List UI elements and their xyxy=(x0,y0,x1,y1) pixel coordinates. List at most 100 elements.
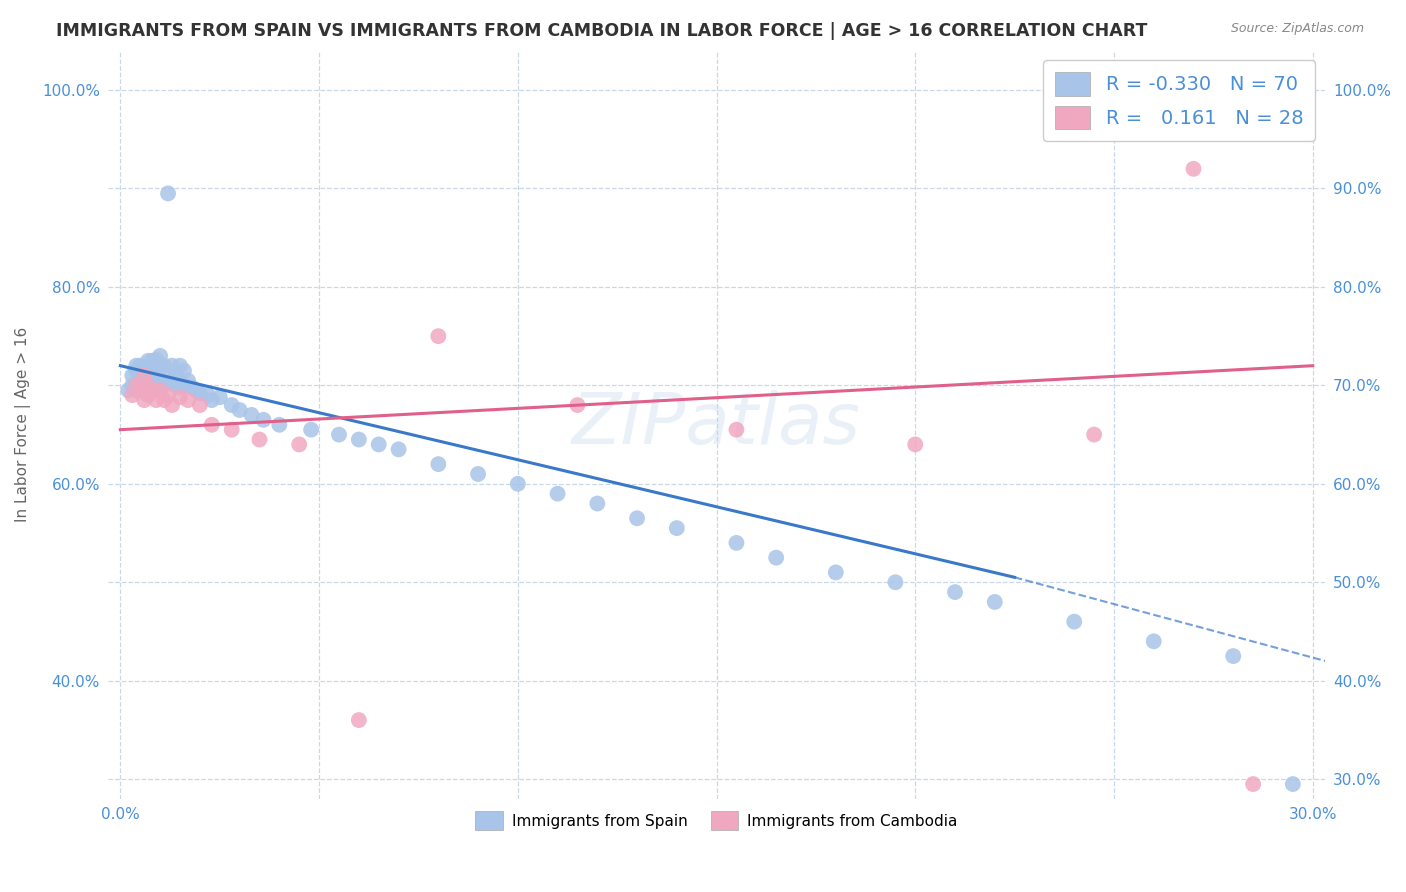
Point xyxy=(136,353,159,368)
Point xyxy=(149,374,172,388)
Point xyxy=(240,408,263,422)
Point xyxy=(567,398,589,412)
Point xyxy=(173,378,195,392)
Point xyxy=(347,713,370,727)
Point xyxy=(125,359,148,373)
Point xyxy=(328,427,350,442)
Point xyxy=(153,393,176,408)
Point xyxy=(197,388,219,402)
Point xyxy=(626,511,648,525)
Point xyxy=(1222,649,1244,664)
Point xyxy=(288,437,311,451)
Point xyxy=(228,403,250,417)
Point xyxy=(160,374,183,388)
Point xyxy=(134,360,156,375)
Point xyxy=(125,363,148,377)
Point xyxy=(387,442,409,457)
Point xyxy=(173,363,195,377)
Point xyxy=(145,363,167,377)
Point xyxy=(1182,161,1205,176)
Point xyxy=(1241,777,1264,791)
Point xyxy=(249,433,271,447)
Point xyxy=(586,496,609,510)
Point xyxy=(467,467,489,481)
Point xyxy=(347,433,370,447)
Point xyxy=(201,393,224,408)
Point xyxy=(165,378,187,392)
Point xyxy=(149,360,172,375)
Point xyxy=(984,595,1007,609)
Point xyxy=(157,186,180,201)
Point xyxy=(121,378,143,392)
Point xyxy=(221,398,243,412)
Text: ZIPatlas: ZIPatlas xyxy=(572,391,860,459)
Point xyxy=(188,386,211,401)
Y-axis label: In Labor Force | Age > 16: In Labor Force | Age > 16 xyxy=(15,327,31,523)
Point xyxy=(1282,777,1305,791)
Point xyxy=(904,437,927,451)
Point xyxy=(149,349,172,363)
Point xyxy=(117,384,139,398)
Point xyxy=(136,388,159,402)
Point xyxy=(943,585,966,599)
Point xyxy=(145,378,167,392)
Point xyxy=(134,393,156,408)
Point xyxy=(180,380,202,394)
Point xyxy=(125,378,148,392)
Point xyxy=(188,398,211,412)
Point xyxy=(665,521,688,535)
Point xyxy=(177,374,200,388)
Point xyxy=(184,384,207,398)
Point xyxy=(177,393,200,408)
Point xyxy=(134,368,156,383)
Point xyxy=(153,378,176,392)
Point xyxy=(121,368,143,383)
Point xyxy=(884,575,907,590)
Text: IMMIGRANTS FROM SPAIN VS IMMIGRANTS FROM CAMBODIA IN LABOR FORCE | AGE > 16 CORR: IMMIGRANTS FROM SPAIN VS IMMIGRANTS FROM… xyxy=(56,22,1147,40)
Point xyxy=(725,536,748,550)
Point xyxy=(141,384,163,398)
Point xyxy=(145,352,167,367)
Point xyxy=(1063,615,1085,629)
Point xyxy=(141,384,163,398)
Point xyxy=(136,378,159,392)
Point xyxy=(824,566,846,580)
Point xyxy=(367,437,389,451)
Point xyxy=(725,423,748,437)
Point xyxy=(160,359,183,373)
Point xyxy=(252,413,274,427)
Point xyxy=(149,384,172,398)
Point xyxy=(208,390,231,404)
Point xyxy=(160,398,183,412)
Point xyxy=(506,476,529,491)
Point xyxy=(129,368,152,383)
Point xyxy=(157,368,180,383)
Point xyxy=(129,378,152,392)
Point xyxy=(221,423,243,437)
Point xyxy=(427,457,450,471)
Point xyxy=(1083,427,1105,442)
Point xyxy=(765,550,787,565)
Point xyxy=(145,393,167,408)
Point xyxy=(201,417,224,432)
Legend: Immigrants from Spain, Immigrants from Cambodia: Immigrants from Spain, Immigrants from C… xyxy=(470,805,965,836)
Point xyxy=(134,368,156,383)
Point xyxy=(157,388,180,402)
Text: Source: ZipAtlas.com: Source: ZipAtlas.com xyxy=(1230,22,1364,36)
Point xyxy=(299,423,322,437)
Point xyxy=(141,368,163,383)
Point xyxy=(169,380,191,394)
Point xyxy=(165,368,187,383)
Point xyxy=(547,486,569,500)
Point xyxy=(136,378,159,392)
Point xyxy=(427,329,450,343)
Point xyxy=(121,388,143,402)
Point xyxy=(134,384,156,398)
Point xyxy=(1143,634,1166,648)
Point xyxy=(169,359,191,373)
Point xyxy=(269,417,291,432)
Point xyxy=(141,353,163,368)
Point xyxy=(129,359,152,373)
Point xyxy=(129,384,152,398)
Point xyxy=(153,359,176,373)
